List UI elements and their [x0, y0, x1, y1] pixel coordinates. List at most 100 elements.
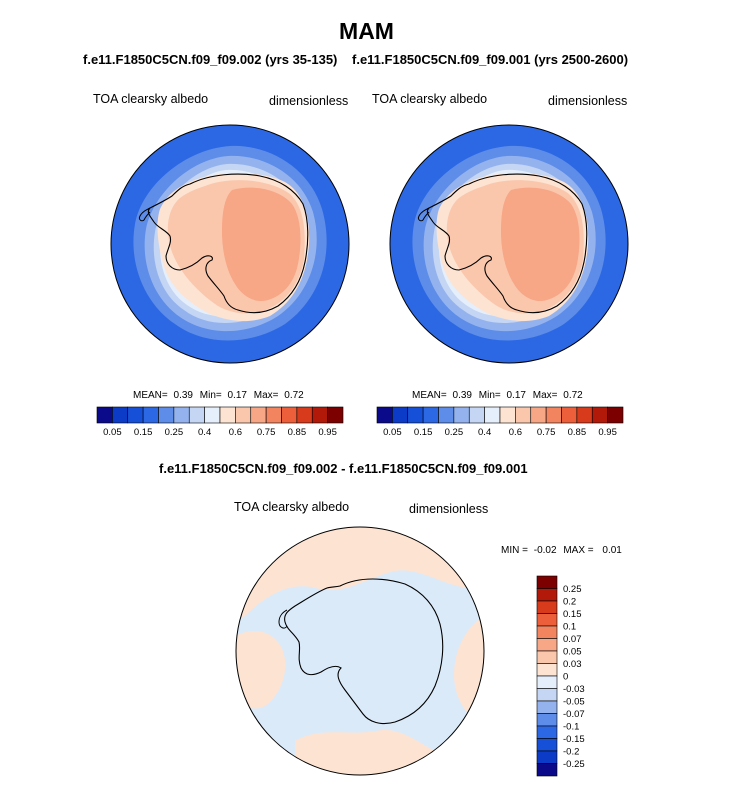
max-label: MAX =	[563, 545, 594, 556]
colorbar-swatch	[235, 406, 252, 424]
colorbar-tick-label: -0.03	[563, 684, 585, 695]
panel-3-stats: MIN = -0.02 MAX = 0.01	[501, 545, 622, 556]
colorbar-swatch	[422, 406, 439, 424]
map-border	[110, 124, 350, 364]
colorbar-tick-label: 0.75	[257, 427, 276, 438]
negative-inland	[376, 605, 437, 686]
colorbar-swatch	[536, 663, 558, 677]
colorbar-tick-label: 0.75	[537, 427, 556, 438]
min-value: -0.02	[533, 545, 557, 556]
colorbar-tick-label: 0.95	[598, 427, 617, 438]
colorbar-tick-label: 0.25	[165, 427, 184, 438]
colorbar-swatch	[392, 406, 409, 424]
antarctica-coastline	[284, 578, 444, 725]
antarctica-coastline	[426, 173, 588, 314]
panel-1-right-label: dimensionless	[269, 94, 349, 108]
colorbar-tick-label: 0.95	[318, 427, 337, 438]
panel-1-title: f.e11.F1850C5CN.f09_f09.002 (yrs 35-135)	[83, 52, 338, 67]
colorbar-tick-label: 0	[563, 672, 568, 683]
min-label: Min=	[478, 390, 501, 401]
colorbar-swatch	[591, 406, 608, 424]
colorbar-swatch	[530, 406, 547, 424]
colorbar-swatch	[536, 750, 558, 764]
colorbar-tick-label: -0.07	[563, 709, 585, 720]
colorbar-swatch	[407, 406, 424, 424]
panel-1-left-label: TOA clearsky albedo	[93, 92, 209, 106]
colorbar-swatch	[468, 406, 485, 424]
colorbar-swatch	[536, 625, 558, 639]
max-label: Max=	[253, 390, 279, 401]
colorbar-tick-label: -0.15	[563, 734, 585, 745]
colorbar-swatch	[219, 406, 236, 424]
colorbar-tick-label: -0.1	[563, 722, 579, 733]
min-value: 0.17	[506, 390, 526, 401]
colorbar-tick-label: 0.05	[383, 427, 402, 438]
colorbar-tick-label: 0.15	[134, 427, 153, 438]
colorbar-tick-label: 0.6	[509, 427, 522, 438]
colorbar-tick-label: 0.15	[414, 427, 433, 438]
min-value: 0.17	[227, 390, 247, 401]
colorbar-swatch	[536, 613, 558, 627]
panel-2-stats: MEAN= 0.39 Min= 0.17 Max= 0.72	[412, 390, 583, 401]
colorbar-tick-label: 0.15	[563, 609, 582, 620]
positive-region-south	[295, 730, 435, 775]
colorbar-tick-label: 0.03	[563, 659, 582, 670]
panel-3-colorbar: 0.250.20.150.10.070.050.030-0.03-0.05-0.…	[536, 575, 585, 777]
mean-value: 0.39	[452, 390, 472, 401]
colorbar-tick-label: -0.2	[563, 747, 579, 758]
colorbar-swatch	[515, 406, 532, 424]
colorbar-tick-label: 0.2	[563, 597, 576, 608]
panel-2-right-label: dimensionless	[548, 94, 628, 108]
colorbar-swatch	[536, 650, 558, 664]
colorbar-tick-label: 0.1	[563, 622, 576, 633]
peninsula-coastline	[418, 207, 430, 222]
max-value: 0.72	[563, 390, 583, 401]
mean-label: MEAN=	[412, 390, 447, 401]
colorbar-swatch	[250, 406, 267, 424]
colorbar-tick-label: 0.4	[478, 427, 491, 438]
colorbar-swatch	[127, 406, 144, 424]
colorbar-tick-label: 0.6	[229, 427, 242, 438]
ice-dark-field	[501, 187, 580, 302]
page-title: MAM	[339, 18, 394, 44]
colorbar-tick-label: -0.25	[563, 759, 585, 770]
panel-3-title: f.e11.F1850C5CN.f09_f09.002 - f.e11.F185…	[159, 461, 528, 476]
panel-3-map	[235, 526, 485, 776]
colorbar-tick-label: 0.85	[288, 427, 307, 438]
colorbar-swatch	[376, 406, 393, 424]
colorbar-swatch	[438, 406, 455, 424]
colorbar-tick-label: 0.07	[563, 634, 582, 645]
colorbar-swatch	[536, 588, 558, 602]
colorbar-swatch	[536, 675, 558, 689]
colorbar-tick-label: 0.25	[563, 584, 582, 595]
colorbar-swatch	[536, 713, 558, 727]
max-value: 0.72	[284, 390, 304, 401]
colorbar-swatch	[453, 406, 470, 424]
colorbar-swatch	[536, 738, 558, 752]
colorbar-tick-label: 0.85	[568, 427, 587, 438]
panel-3-right-label: dimensionless	[409, 502, 489, 516]
colorbar-swatch	[265, 406, 282, 424]
panel-2-colorbar: 0.05 0.15 0.25 0.4 0.6 0.75 0.85 0.95	[376, 406, 624, 438]
peninsula-coastline	[278, 609, 288, 629]
panel-1-map	[110, 124, 350, 364]
panel-2-map	[389, 124, 629, 364]
colorbar-swatch	[607, 406, 624, 424]
colorbar-swatch	[281, 406, 298, 424]
colorbar-swatch	[536, 700, 558, 714]
panel-3-left-label: TOA clearsky albedo	[234, 500, 350, 514]
colorbar-swatch	[112, 406, 129, 424]
colorbar-swatch	[576, 406, 593, 424]
positive-region-west	[236, 631, 286, 709]
map-border	[389, 124, 629, 364]
panel-2-title: f.e11.F1850C5CN.f09_f09.001 (yrs 2500-26…	[352, 52, 629, 67]
panel-1-colorbar: 0.05 0.15 0.25 0.4 0.6 0.75 0.85 0.95	[96, 406, 344, 438]
min-label: Min=	[199, 390, 222, 401]
positive-region-north	[236, 527, 484, 621]
ice-dark-field	[222, 187, 301, 302]
colorbar-swatch	[561, 406, 578, 424]
colorbar-swatch	[536, 688, 558, 702]
max-value: 0.01	[602, 545, 622, 556]
colorbar-tick-label: -0.05	[563, 697, 585, 708]
colorbar-swatch	[536, 600, 558, 614]
